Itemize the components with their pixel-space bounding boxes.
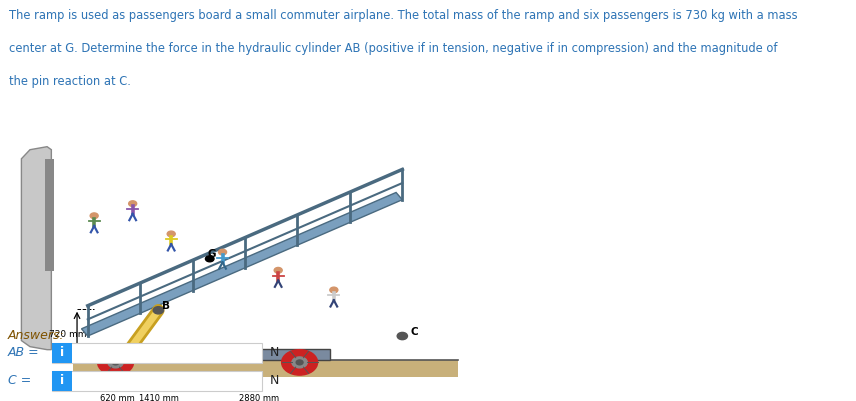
Text: N: N	[270, 375, 279, 387]
Polygon shape	[45, 159, 53, 271]
Circle shape	[292, 357, 307, 368]
Circle shape	[98, 350, 134, 375]
Text: i: i	[60, 375, 64, 387]
Circle shape	[167, 231, 175, 237]
Circle shape	[126, 344, 135, 352]
Polygon shape	[73, 360, 458, 377]
Text: i: i	[60, 346, 64, 359]
Text: Answers:: Answers:	[8, 329, 65, 342]
FancyBboxPatch shape	[52, 343, 72, 363]
Circle shape	[128, 201, 137, 207]
Text: 1410 mm: 1410 mm	[140, 394, 180, 401]
Circle shape	[112, 360, 119, 365]
FancyBboxPatch shape	[52, 371, 263, 391]
FancyBboxPatch shape	[52, 371, 72, 391]
Circle shape	[205, 256, 214, 262]
Polygon shape	[81, 192, 402, 336]
Text: 2880 mm: 2880 mm	[239, 394, 279, 401]
FancyBboxPatch shape	[52, 343, 263, 363]
Circle shape	[218, 249, 227, 255]
Text: AB =: AB =	[8, 346, 44, 359]
Circle shape	[282, 350, 318, 375]
Text: C =: C =	[8, 375, 35, 387]
Text: center at G. Determine the force in the hydraulic cylinder AB (positive if in te: center at G. Determine the force in the …	[9, 42, 777, 55]
Text: A: A	[133, 347, 140, 357]
Text: N: N	[270, 346, 279, 359]
Circle shape	[274, 267, 282, 273]
Text: the pin reaction at C.: the pin reaction at C.	[9, 75, 130, 88]
Text: B: B	[162, 301, 169, 311]
Text: 720 mm: 720 mm	[50, 330, 86, 339]
Circle shape	[296, 360, 303, 365]
Circle shape	[108, 357, 123, 368]
Circle shape	[153, 307, 163, 314]
Text: 620 mm: 620 mm	[100, 394, 135, 401]
Circle shape	[330, 287, 338, 293]
Circle shape	[90, 213, 98, 219]
Text: C: C	[411, 326, 419, 336]
Text: The ramp is used as passengers board a small commuter airplane. The total mass o: The ramp is used as passengers board a s…	[9, 9, 797, 22]
Polygon shape	[21, 147, 51, 350]
Text: G: G	[208, 249, 216, 259]
Bar	[94, 349, 330, 360]
Circle shape	[397, 332, 407, 340]
